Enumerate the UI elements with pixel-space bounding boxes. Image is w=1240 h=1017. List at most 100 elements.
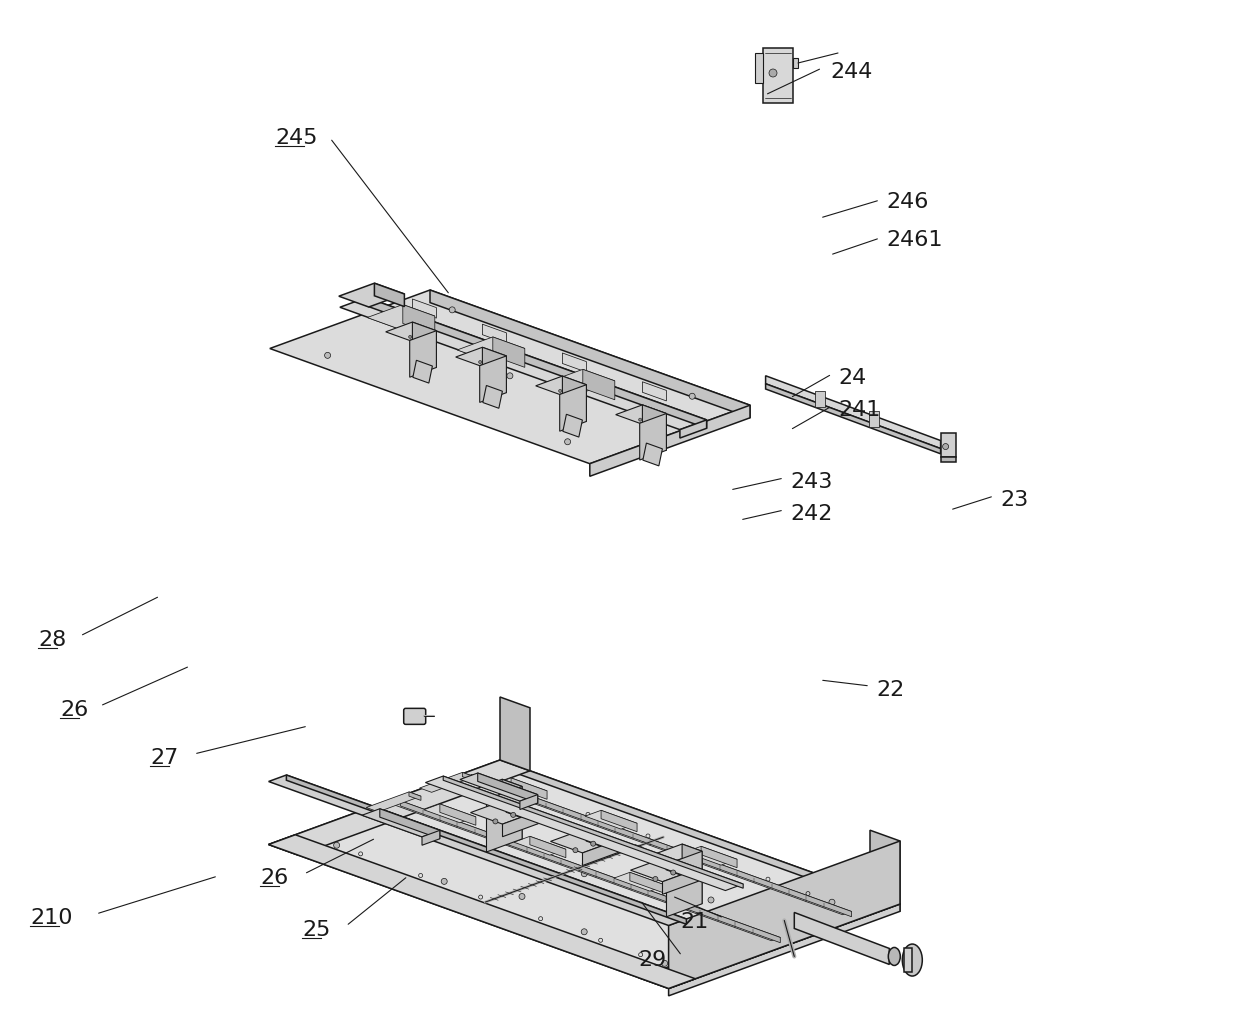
Polygon shape: [536, 376, 587, 395]
Polygon shape: [470, 799, 538, 824]
Text: 210: 210: [30, 908, 72, 928]
Polygon shape: [684, 846, 737, 865]
Polygon shape: [495, 778, 547, 796]
Circle shape: [769, 69, 777, 77]
Polygon shape: [466, 779, 522, 799]
Circle shape: [582, 929, 588, 935]
Polygon shape: [502, 812, 538, 837]
Circle shape: [942, 443, 949, 450]
Polygon shape: [614, 873, 666, 891]
Polygon shape: [403, 304, 435, 335]
Polygon shape: [422, 830, 440, 845]
Polygon shape: [590, 405, 750, 476]
Polygon shape: [662, 869, 698, 894]
Circle shape: [639, 418, 641, 421]
Circle shape: [582, 871, 588, 877]
Polygon shape: [585, 811, 637, 829]
Polygon shape: [409, 792, 420, 800]
Polygon shape: [701, 846, 737, 868]
Text: 246: 246: [887, 192, 929, 212]
Circle shape: [708, 897, 714, 903]
Polygon shape: [500, 697, 529, 771]
Polygon shape: [640, 414, 666, 460]
Polygon shape: [904, 948, 913, 972]
Polygon shape: [815, 392, 825, 407]
Polygon shape: [419, 772, 475, 792]
Text: 26: 26: [60, 700, 88, 720]
Text: 244: 244: [830, 62, 873, 82]
Circle shape: [492, 819, 498, 824]
Circle shape: [671, 870, 676, 875]
Text: 29: 29: [639, 950, 666, 970]
Polygon shape: [269, 760, 900, 989]
Text: 22: 22: [875, 680, 904, 700]
Polygon shape: [511, 778, 547, 799]
Circle shape: [520, 894, 525, 899]
Text: 21: 21: [680, 912, 708, 932]
Circle shape: [501, 781, 507, 787]
Text: 26: 26: [260, 868, 288, 888]
Polygon shape: [482, 385, 502, 408]
Text: 27: 27: [150, 747, 179, 768]
Polygon shape: [563, 414, 583, 437]
Polygon shape: [763, 48, 794, 103]
Polygon shape: [471, 775, 852, 916]
Polygon shape: [392, 800, 780, 941]
Circle shape: [573, 848, 578, 852]
Polygon shape: [425, 776, 743, 891]
Polygon shape: [870, 830, 900, 904]
Text: 243: 243: [790, 472, 832, 492]
Circle shape: [662, 960, 667, 966]
Polygon shape: [642, 405, 666, 451]
Polygon shape: [269, 775, 687, 925]
Polygon shape: [339, 283, 404, 307]
Circle shape: [507, 373, 513, 378]
Circle shape: [334, 842, 340, 848]
Text: 245: 245: [275, 128, 317, 148]
Polygon shape: [529, 836, 565, 857]
Polygon shape: [486, 786, 522, 852]
Polygon shape: [424, 803, 476, 823]
Polygon shape: [583, 369, 615, 400]
Polygon shape: [379, 809, 440, 839]
Text: 25: 25: [303, 920, 330, 940]
Polygon shape: [458, 337, 525, 361]
Polygon shape: [680, 420, 707, 438]
Polygon shape: [492, 337, 525, 367]
Polygon shape: [630, 857, 698, 882]
Polygon shape: [340, 298, 707, 429]
Polygon shape: [765, 375, 941, 448]
Polygon shape: [401, 800, 780, 943]
Polygon shape: [642, 381, 666, 401]
Text: 242: 242: [790, 504, 832, 524]
Text: 2461: 2461: [887, 230, 942, 250]
Polygon shape: [755, 53, 763, 83]
Circle shape: [689, 394, 696, 400]
Polygon shape: [795, 912, 889, 964]
Circle shape: [511, 813, 516, 818]
Polygon shape: [563, 353, 587, 372]
Circle shape: [653, 877, 658, 882]
Ellipse shape: [888, 948, 900, 965]
Polygon shape: [413, 360, 433, 383]
Polygon shape: [616, 405, 666, 423]
Polygon shape: [269, 835, 696, 989]
Polygon shape: [366, 792, 420, 812]
Ellipse shape: [903, 944, 923, 976]
Polygon shape: [587, 829, 618, 852]
Polygon shape: [463, 775, 852, 914]
Polygon shape: [563, 376, 587, 421]
Polygon shape: [460, 773, 538, 801]
Circle shape: [559, 390, 562, 393]
Polygon shape: [463, 772, 475, 781]
Polygon shape: [559, 384, 587, 431]
Circle shape: [564, 438, 570, 444]
Polygon shape: [547, 369, 615, 394]
Polygon shape: [362, 809, 440, 837]
Polygon shape: [601, 811, 637, 832]
Polygon shape: [367, 298, 707, 428]
Polygon shape: [500, 760, 900, 911]
Polygon shape: [482, 347, 506, 393]
Polygon shape: [482, 324, 506, 344]
Polygon shape: [443, 776, 743, 888]
